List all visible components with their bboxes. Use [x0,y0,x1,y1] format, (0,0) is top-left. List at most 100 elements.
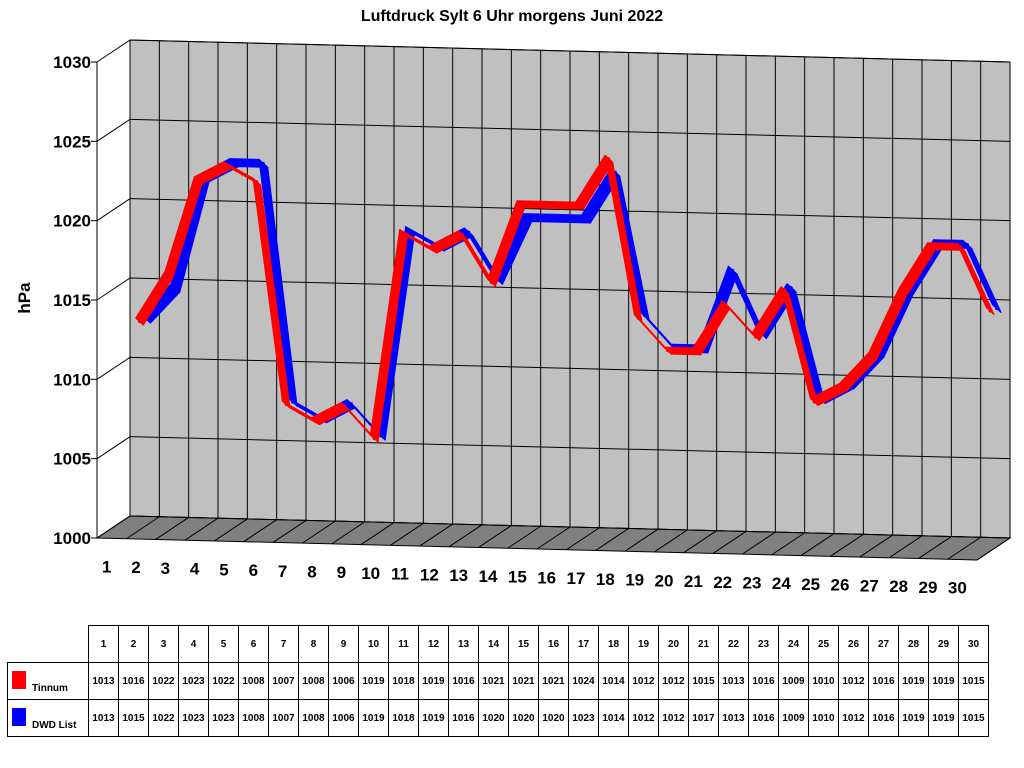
data-point [196,178,200,182]
table-cell: 1023 [178,699,209,737]
data-point [555,216,559,220]
x-tick-label: 15 [508,568,527,587]
table-header-cell: 13 [448,625,479,663]
x-tick-label: 22 [713,573,732,592]
table-header-cell: 12 [418,625,449,663]
table-cell: 1008 [298,662,329,700]
x-tick-label: 19 [625,571,644,590]
x-tick-label: 11 [391,565,409,584]
x-tick-label: 9 [337,563,346,582]
data-point [372,437,376,441]
x-tick-label: 28 [889,577,908,596]
data-point [965,242,969,246]
table-cell: 1019 [418,699,449,737]
floor-line [272,519,307,543]
table-header-cell: 2 [118,625,149,663]
table-header-cell: 15 [508,625,539,663]
floor-line [96,515,131,539]
table-cell: 1007 [268,699,299,737]
data-point [548,203,552,207]
table-cell: 1012 [658,662,689,700]
data-point [731,268,735,272]
x-tick-label: 12 [420,565,439,584]
y-tick-label: 1030 [53,53,91,72]
floor-line [712,530,747,554]
floor-line [419,523,453,547]
table-cell: 1021 [508,662,539,700]
table-cell: 1008 [238,662,269,700]
table-header-cell: 6 [238,625,269,663]
table-cell: 1010 [808,662,839,700]
data-point [401,231,405,235]
table-header-cell: 21 [688,625,719,663]
floor-line [155,517,189,540]
data-point [225,163,229,167]
floor-line [390,522,424,546]
floor-line [888,535,923,559]
x-tick-label: 7 [278,562,287,581]
y-tick-label: 1025 [53,132,91,151]
floor-line [859,534,893,558]
table-cell: 1013 [718,662,749,700]
table-header-cell: 9 [328,625,359,663]
table-cell: 1021 [538,662,569,700]
table-cell: 1016 [448,662,479,700]
data-point [695,349,699,353]
data-point [343,404,347,408]
floor-line [595,528,629,551]
table-cell: 1019 [358,662,389,700]
series-group [135,154,1002,443]
data-point [665,349,669,353]
table-cell: 1012 [658,699,689,737]
data-point [584,217,588,221]
table-cell: 1016 [868,699,899,737]
data-point [812,400,816,404]
data-point [959,245,963,249]
table-cell: 1019 [418,662,449,700]
data-point [929,244,933,248]
x-tick-label: 16 [537,568,556,587]
floor-line [771,532,805,556]
floor-line [331,521,365,545]
data-point [173,286,177,290]
chart-title: Luftdruck Sylt 6 Uhr morgens Juni 2022 [360,8,664,25]
x-tick-label: 25 [801,575,820,594]
x-tick-label: 2 [131,558,140,577]
table-cell: 1015 [688,662,719,700]
table-cell: 1009 [778,699,809,737]
data-point [255,180,259,184]
table-cell: 1013 [88,662,119,700]
x-tick-label: 20 [655,571,674,590]
data-point [783,288,787,292]
table-row-dwd-list: DWD List 1013 1015 1022 1023 1023 1008 1007 100… [7,699,989,737]
x-tick-label: 29 [919,578,938,597]
data-table: 1 2 3 4 5 6 7 8 9 10 11 12 13 14 15 16 17 18 19 20 21 22 23 24 2… [7,625,989,737]
table-cell: 1019 [358,699,389,737]
legend-entry-dwd-list: DWD List [7,699,89,737]
table-header-cell: 29 [928,625,959,663]
table-header-cell: 24 [778,625,809,663]
table-cell: 1006 [328,662,359,700]
data-point [284,403,288,407]
table-cell: 1013 [718,699,749,737]
table-header-row: 1 2 3 4 5 6 7 8 9 10 11 12 13 14 15 16 17 18 19 20 21 22 23 24 2… [8,625,989,663]
table-header-cell: 25 [808,625,839,663]
table-cell: 1023 [178,662,209,700]
x-tick-label: 8 [307,563,316,582]
floor-line [214,518,248,542]
table-cell: 1016 [118,662,149,700]
table-cell: 1008 [298,699,329,737]
floor-line [918,536,952,559]
data-point [643,314,647,318]
floor-line [536,526,571,550]
table-header-cell: 11 [388,625,419,663]
x-tick-label: 4 [190,560,200,579]
x-tick-label: 1 [102,557,111,576]
floor-line [830,533,864,557]
x-tick-label: 10 [361,564,380,583]
table-header-cell: 4 [178,625,209,663]
table-header-cell: 23 [748,625,779,663]
floor-line [742,531,776,555]
series-segment [962,239,1002,314]
